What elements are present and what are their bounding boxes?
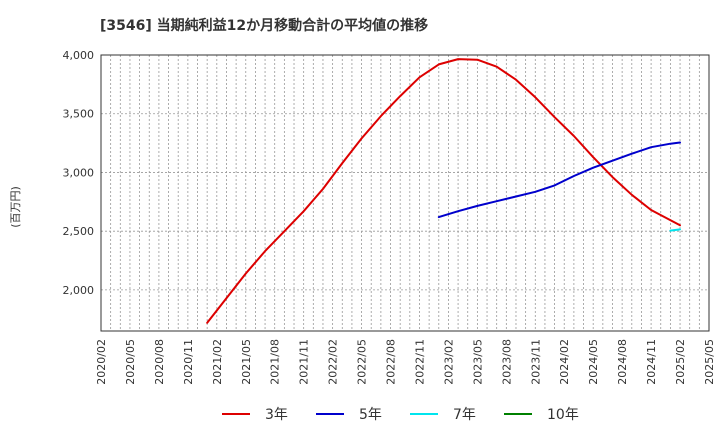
x-tick-label: 2022/05 [356, 339, 369, 385]
x-tick-label: 2025/02 [674, 339, 687, 385]
x-tick-label: 2020/02 [95, 339, 108, 385]
legend-label-7年: 7年 [453, 407, 476, 423]
series-line-3年 [206, 58, 681, 324]
x-tick-label: 2025/05 [703, 339, 716, 385]
x-tick-label: 2022/08 [385, 339, 398, 385]
y-tick-label: 3,000 [63, 166, 95, 179]
x-tick-label: 2020/05 [124, 339, 137, 385]
x-tick-label: 2021/11 [298, 339, 311, 385]
x-ticks: 2020/02 2020/05 2020/08 2020/11 2021/02 2021/… [95, 339, 716, 385]
series-line-5年 [437, 141, 681, 219]
x-tick-label: 2024/02 [558, 339, 571, 385]
y-tick-label: 3,500 [63, 108, 95, 121]
x-tick-label: 2021/05 [240, 339, 253, 385]
y-tick-label: 4,000 [63, 49, 95, 62]
x-tick-label: 2022/02 [327, 339, 340, 385]
x-tick-label: 2024/08 [616, 339, 629, 385]
series-line-7年 [669, 228, 681, 232]
plot-frame [100, 54, 710, 332]
grid [100, 54, 710, 331]
x-tick-label: 2021/02 [211, 339, 224, 385]
y-axis-label: (百万円) [9, 186, 22, 228]
x-tick-label: 2024/11 [645, 339, 658, 385]
series-layer [206, 58, 681, 324]
chart-title: [3546] 当期純利益12か月移動合計の平均値の推移 [100, 17, 428, 34]
x-tick-label: 2020/08 [153, 339, 166, 385]
legend-label-5年: 5年 [359, 407, 382, 423]
x-tick-label: 2020/11 [182, 339, 195, 385]
x-tick-label: 2023/11 [529, 339, 542, 385]
y-tick-label: 2,500 [63, 225, 95, 238]
x-tick-label: 2022/11 [413, 339, 426, 385]
y-ticks: 2,000 2,500 3,000 3,500 4,000 [63, 49, 95, 297]
x-tick-label: 2023/05 [471, 339, 484, 385]
legend: 3年 5年 7年 10年 [222, 407, 579, 423]
x-tick-label: 2021/08 [269, 339, 282, 385]
x-tick-label: 2024/05 [587, 339, 600, 385]
x-tick-label: 2023/08 [500, 339, 513, 385]
legend-label-3年: 3年 [265, 407, 288, 423]
x-tick-label: 2023/02 [442, 339, 455, 385]
y-tick-label: 2,000 [63, 284, 95, 297]
legend-label-10年: 10年 [547, 407, 579, 423]
